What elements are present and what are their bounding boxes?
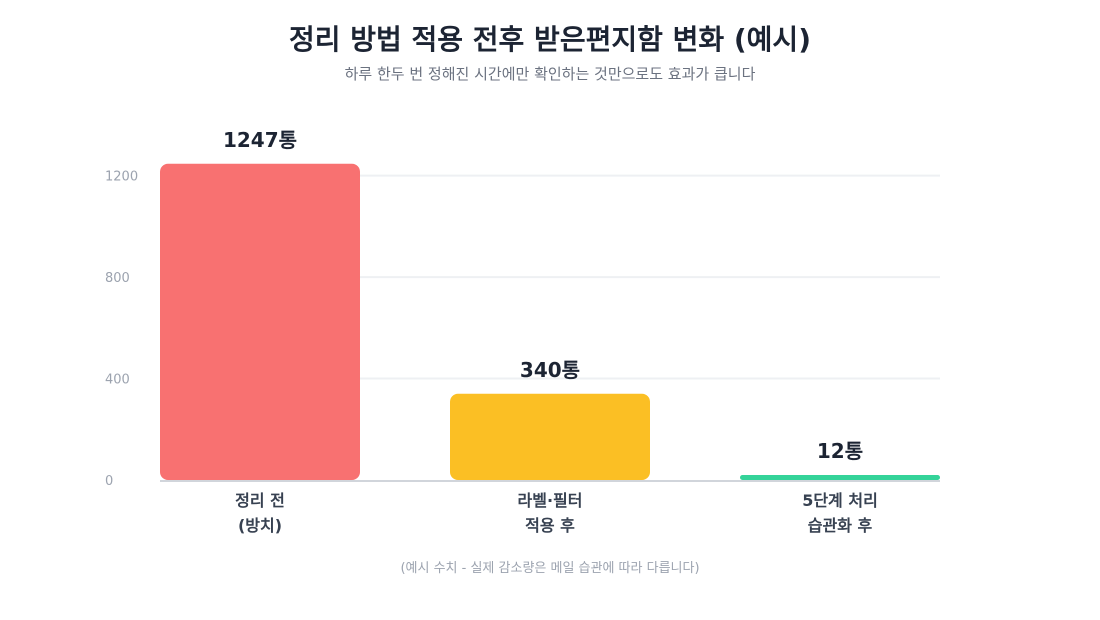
bar-value-label: 340통 [520,358,580,382]
bar-value-label: 1247통 [223,128,297,152]
x-category-label: 습관화 후 [808,516,873,535]
chart-footnote: (예시 수치 - 실제 감소량은 메일 습관에 따라 다릅니다) [400,561,700,576]
x-category-label: 라벨·필터 [518,491,583,510]
bar [740,475,940,480]
y-tick-label: 1200 [105,170,138,185]
y-tick-label: 0 [105,474,113,489]
bar [160,163,360,480]
bar-value-label: 12통 [817,439,863,463]
bar [450,393,650,480]
y-tick-label: 400 [105,373,130,388]
y-tick-label: 800 [105,271,130,286]
chart-subtitle: 하루 한두 번 정해진 시간에만 확인하는 것만으로도 효과가 큽니다 [344,65,756,83]
x-category-label: 적용 후 [525,516,575,535]
chart-title: 정리 방법 적용 전후 받은편지함 변화 (예시) [288,23,811,56]
x-category-label: 정리 전 [235,491,285,510]
x-category-label: 5단계 처리 [802,491,878,510]
x-category-label: (방치) [238,516,282,535]
